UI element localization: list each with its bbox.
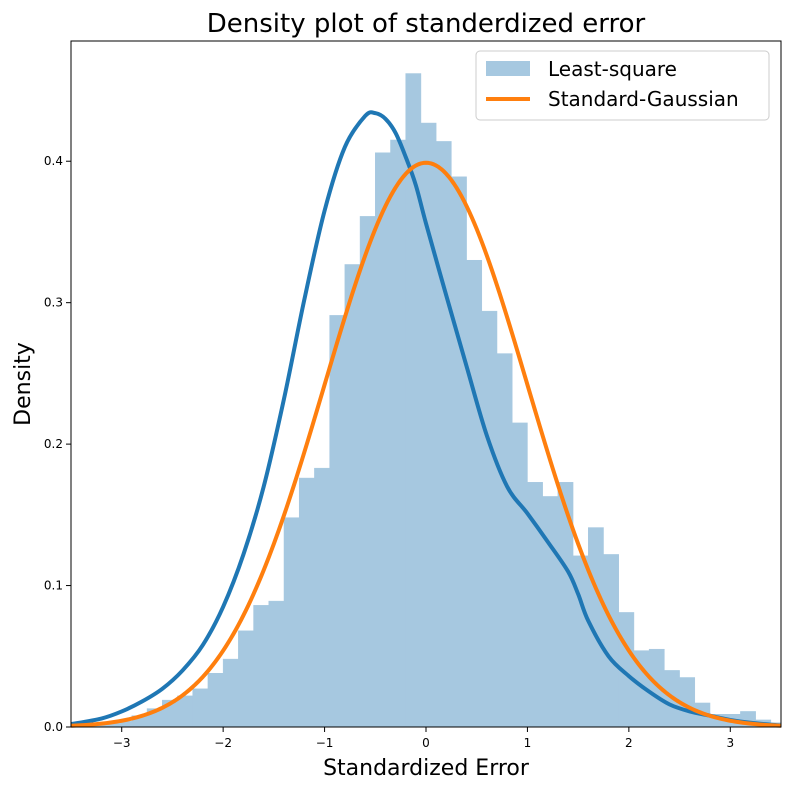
legend-swatch-least-square bbox=[486, 61, 530, 76]
histogram-bar bbox=[314, 467, 330, 728]
standard-gaussian-line bbox=[70, 160, 782, 728]
x-tick-label: −3 bbox=[113, 736, 131, 750]
histogram-bar bbox=[177, 695, 193, 728]
x-tick-label: −2 bbox=[214, 736, 232, 750]
histogram-bar bbox=[603, 554, 619, 728]
histogram-bar bbox=[451, 176, 467, 728]
legend-label-least-square: Least-square bbox=[548, 57, 677, 81]
histogram-bar bbox=[481, 310, 498, 728]
histogram-bar bbox=[496, 353, 513, 728]
histogram-bar bbox=[344, 264, 361, 728]
kde-line-least-square bbox=[70, 110, 782, 728]
histogram-bar bbox=[238, 630, 254, 728]
y-tick-label: 0.4 bbox=[44, 154, 63, 168]
x-tick-label: −1 bbox=[316, 736, 334, 750]
histogram-bar bbox=[329, 315, 346, 728]
histogram-bar bbox=[222, 658, 239, 728]
y-tick-label: 0.0 bbox=[44, 720, 63, 734]
histogram-bar bbox=[466, 259, 483, 728]
histogram-bar bbox=[298, 477, 315, 728]
histogram-bar bbox=[283, 517, 300, 728]
x-tick-label: 0 bbox=[422, 736, 430, 750]
x-axis-title: Standardized Error bbox=[323, 756, 530, 781]
density-lines bbox=[70, 110, 782, 728]
histogram-bar bbox=[511, 422, 528, 728]
histogram-bar bbox=[375, 152, 391, 728]
x-axis-ticks: −3 −2 −1 0 1 2 3 bbox=[113, 727, 734, 750]
legend-frame bbox=[475, 50, 770, 121]
x-tick-label: 3 bbox=[726, 736, 734, 750]
histogram-bar bbox=[207, 673, 224, 728]
y-axis-ticks: 0.0 0.1 0.2 0.3 0.4 bbox=[44, 154, 71, 734]
histogram-bar bbox=[192, 688, 209, 728]
histogram-bar bbox=[542, 496, 559, 728]
histogram-bar bbox=[572, 555, 589, 728]
y-axis-title: Density bbox=[11, 342, 36, 426]
x-tick-label: 1 bbox=[524, 736, 532, 750]
x-tick-label: 2 bbox=[625, 736, 633, 750]
legend: Least-square Standard-Gaussian bbox=[475, 50, 770, 121]
histogram-bar bbox=[253, 605, 270, 728]
chart-title: Density plot of standerdized error bbox=[207, 9, 646, 39]
histogram-bars bbox=[70, 73, 782, 728]
y-tick-label: 0.1 bbox=[44, 579, 63, 593]
histogram-bar bbox=[359, 216, 376, 728]
y-tick-label: 0.3 bbox=[44, 296, 63, 310]
histogram-bar bbox=[435, 141, 452, 728]
histogram-bar bbox=[390, 139, 406, 728]
histogram-bar bbox=[268, 600, 285, 728]
legend-label-standard-gaussian: Standard-Gaussian bbox=[548, 87, 739, 111]
y-tick-label: 0.2 bbox=[44, 437, 63, 451]
